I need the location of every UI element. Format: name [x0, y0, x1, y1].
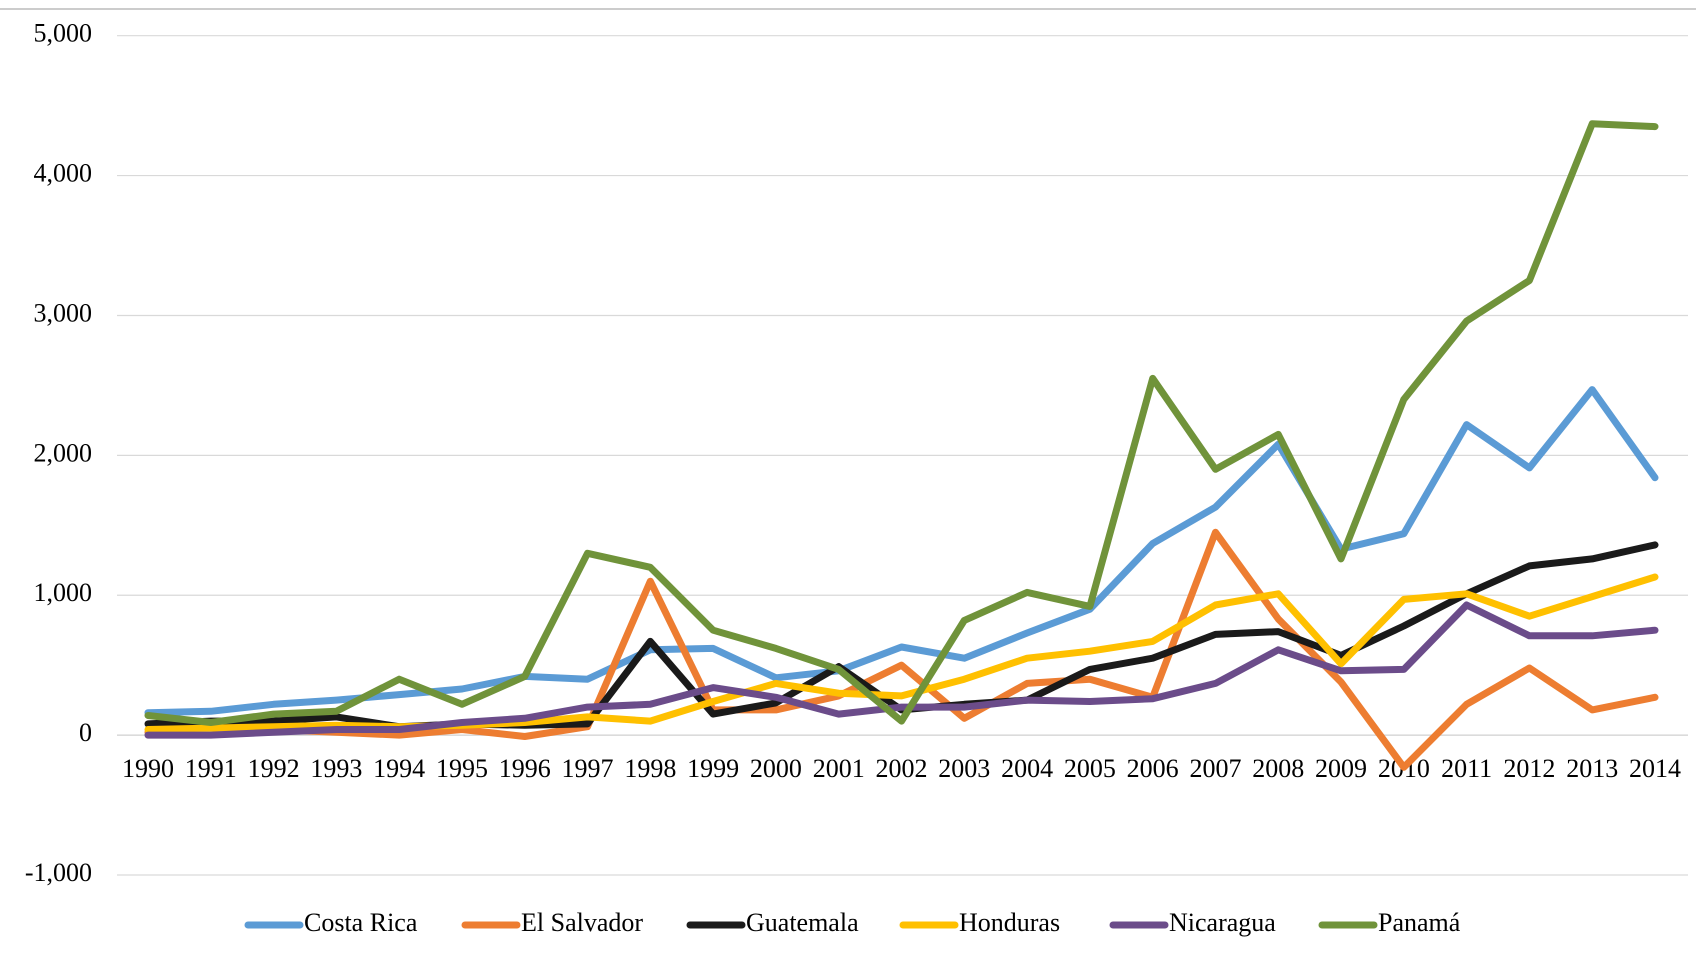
- x-tick-label: 2004: [1001, 754, 1053, 783]
- x-tick-label: 2005: [1064, 754, 1116, 783]
- x-tick-label: 2000: [750, 754, 802, 783]
- x-tick-label: 2012: [1503, 754, 1555, 783]
- legend-label: Costa Rica: [304, 908, 418, 937]
- x-tick-label: 1998: [624, 754, 676, 783]
- x-tick-label: 1990: [122, 754, 174, 783]
- legend-label: Honduras: [959, 908, 1060, 937]
- series-line: [144, 528, 1659, 771]
- legend-label: Panamá: [1378, 908, 1461, 937]
- x-tick-label: 2011: [1441, 754, 1492, 783]
- series-line: [144, 601, 1659, 739]
- legend-label: El Salvador: [521, 908, 643, 937]
- y-tick-label: 0: [79, 718, 92, 747]
- y-tick-label: 3,000: [34, 298, 93, 327]
- x-tick-label: 2009: [1315, 754, 1367, 783]
- x-tick-label: 1994: [373, 754, 425, 783]
- x-tick-label: 2008: [1252, 754, 1304, 783]
- series-line: [144, 120, 1659, 726]
- x-tick-label: 2006: [1127, 754, 1179, 783]
- x-tick-label: 1993: [310, 754, 362, 783]
- legend-label: Guatemala: [746, 908, 859, 937]
- legend-label: Nicaragua: [1169, 908, 1276, 937]
- y-tick-label: -1,000: [25, 858, 92, 887]
- x-tick-label: 1992: [248, 754, 300, 783]
- y-tick-label: 5,000: [34, 19, 93, 48]
- x-tick-label: 2002: [876, 754, 928, 783]
- x-tick-label: 2014: [1629, 754, 1681, 783]
- x-tick-label: 1996: [499, 754, 551, 783]
- y-tick-label: 1,000: [34, 578, 93, 607]
- x-tick-label: 1999: [687, 754, 739, 783]
- series-line: [144, 386, 1659, 717]
- x-tick-label: 1991: [185, 754, 237, 783]
- x-tick-label: 1995: [436, 754, 488, 783]
- y-tick-label: 4,000: [34, 159, 93, 188]
- x-tick-label: 2007: [1189, 754, 1241, 783]
- x-tick-label: 1997: [562, 754, 614, 783]
- x-tick-label: 2013: [1566, 754, 1618, 783]
- y-tick-label: 2,000: [34, 438, 93, 467]
- x-tick-label: 2003: [938, 754, 990, 783]
- x-tick-label: 2001: [813, 754, 865, 783]
